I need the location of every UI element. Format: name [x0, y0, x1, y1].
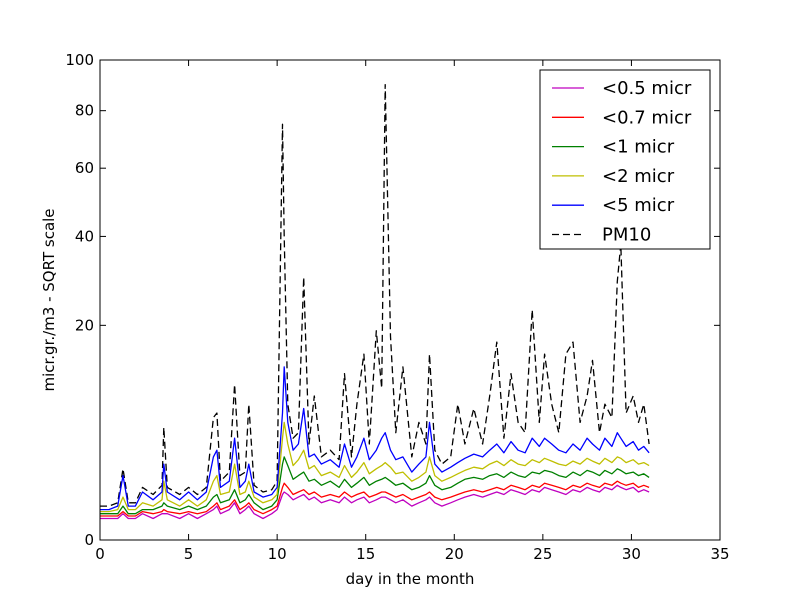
series-line-5: [100, 83, 650, 507]
y-tick-label: 60: [75, 159, 94, 177]
plot-frame: [99, 59, 721, 541]
legend-frame: [539, 69, 711, 250]
x-tick-label: 15: [356, 545, 375, 563]
series-line-1: [100, 480, 650, 517]
y-tick-label: 20: [75, 316, 94, 334]
x-axis-title: day in the month: [346, 570, 475, 588]
series-line-3: [100, 421, 650, 513]
series-line-0: [100, 484, 650, 520]
legend-label: <1 micr: [602, 137, 675, 158]
x-tick-label: 10: [268, 545, 287, 563]
x-tick-label: 35: [710, 545, 729, 563]
series-line-2: [100, 456, 650, 515]
legend-label: PM10: [602, 225, 651, 246]
legend-label: <2 micr: [602, 166, 675, 187]
y-axis: 0 20 40 60 80 100: [65, 51, 720, 549]
y-tick-label: 100: [65, 51, 94, 69]
y-tick-label: 80: [75, 102, 94, 120]
legend: <0.5 micr <0.7 micr <1 micr <2 micr <5 micr P…: [539, 69, 711, 250]
x-tick-label: 20: [445, 545, 464, 563]
x-tick-label: 25: [533, 545, 552, 563]
legend-label: <5 micr: [602, 195, 675, 216]
y-tick-label: 0: [84, 531, 94, 549]
y-axis-title: micr.gr./m3 - SQRT scale: [40, 208, 58, 391]
x-tick-label: 0: [95, 545, 105, 563]
legend-label: <0.5 micr: [602, 78, 692, 99]
series-line-4: [100, 366, 650, 511]
x-tick-label: 30: [622, 545, 641, 563]
legend-label: <0.7 micr: [602, 107, 692, 128]
x-axis: 0 5 10 15 20 25 30 35: [95, 60, 730, 563]
x-tick-label: 5: [184, 545, 194, 563]
y-tick-label: 40: [75, 227, 94, 245]
series-layer: [100, 83, 650, 520]
